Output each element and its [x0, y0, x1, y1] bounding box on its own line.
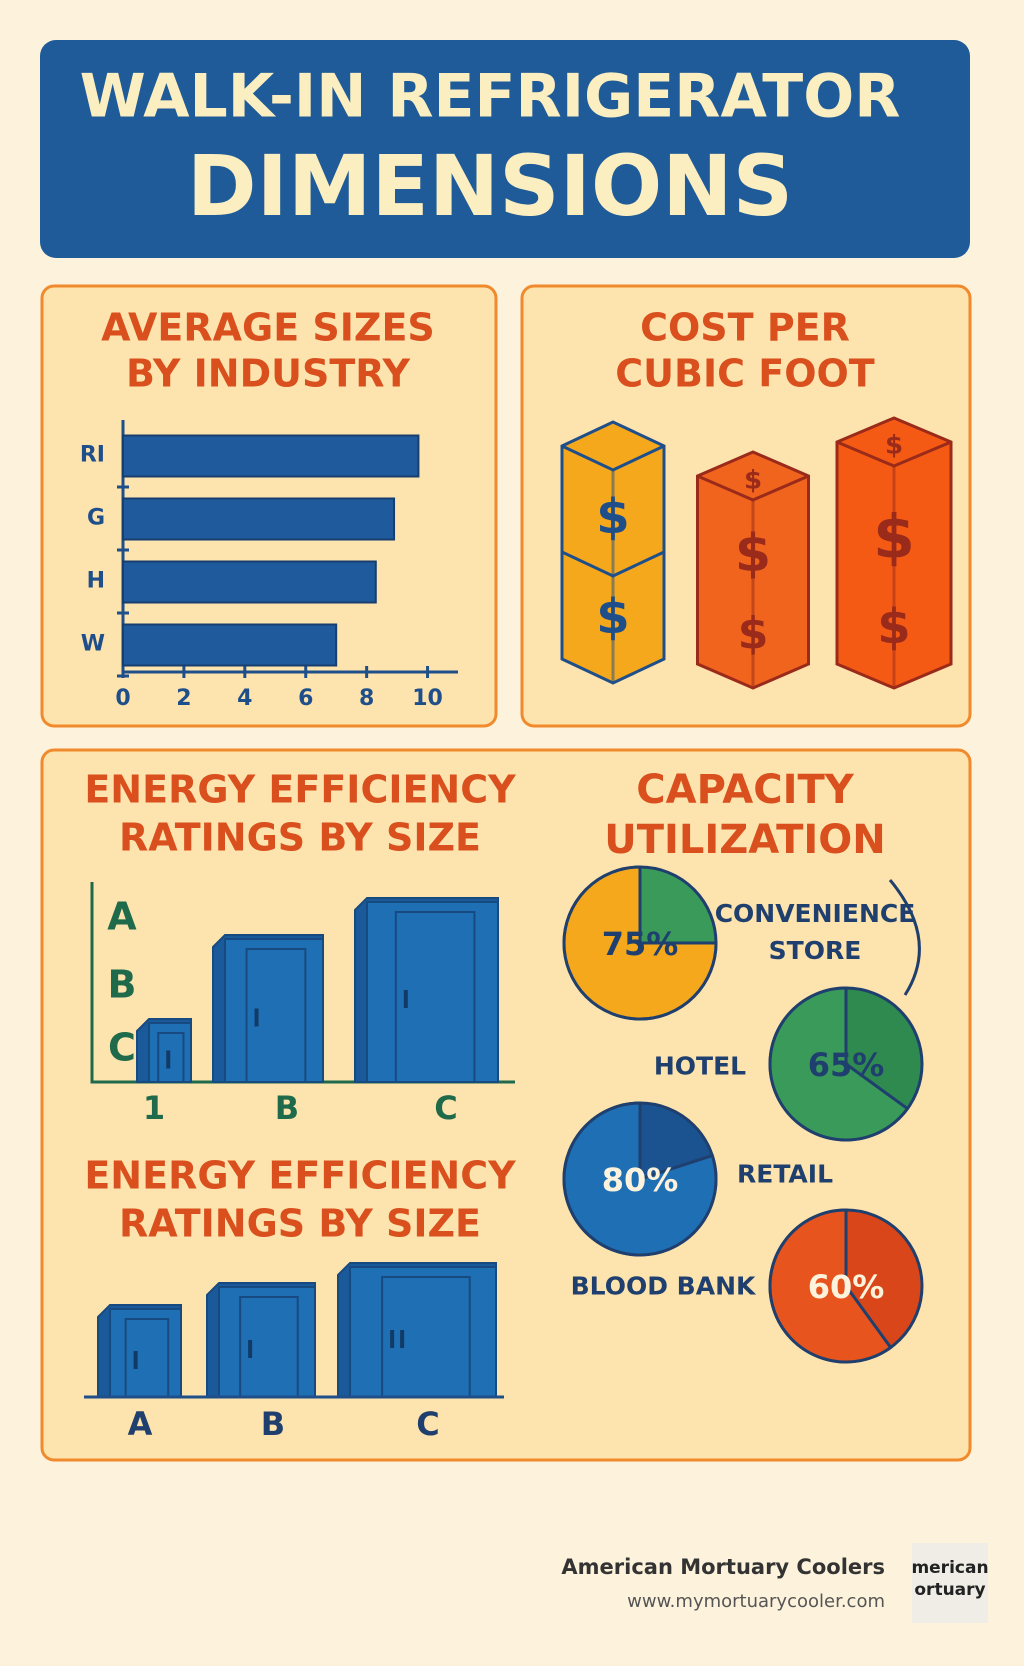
y-tick-label: W: [81, 632, 105, 657]
bar: [122, 560, 377, 604]
pie-slice: [562, 1101, 718, 1257]
x-tick-label: 8: [359, 686, 374, 711]
chart-title: UTILIZATION: [604, 817, 886, 863]
dollar-sign: $: [744, 466, 762, 496]
cooler-door: [394, 911, 476, 1083]
y-tick-label: A: [107, 895, 137, 939]
logo-text: ortuary: [914, 1580, 985, 1600]
cooler: [109, 1308, 182, 1398]
y-tick-label: RI: [80, 443, 105, 468]
x-tick-label: 6: [298, 686, 313, 711]
chart-title: CAPACITY: [636, 767, 854, 813]
header-box: [40, 40, 970, 258]
y-tick-label: G: [87, 506, 105, 531]
category-label: BLOOD BANK: [570, 1271, 756, 1301]
handle: [390, 1330, 395, 1348]
y-tick-label: B: [108, 963, 137, 1007]
chart-title: AVERAGE SIZES: [101, 306, 435, 350]
chart-title: ENERGY EFFICIENCY: [84, 768, 516, 812]
category-label: RETAIL: [736, 1159, 834, 1189]
data-label: 65%: [808, 1046, 885, 1084]
pie-slice: [768, 1208, 893, 1364]
dollar-sign: $: [738, 608, 769, 659]
title: DIMENSIONS: [187, 137, 793, 235]
handle: [248, 1340, 253, 1358]
handle: [254, 1008, 259, 1027]
category-label: CONVENIENCE STORE: [714, 899, 916, 965]
x-tick-label: C: [416, 1405, 439, 1443]
data-label: 60%: [808, 1268, 885, 1306]
x-tick-label: B: [261, 1405, 285, 1443]
chart-title: RATINGS BY SIZE: [119, 1202, 481, 1246]
logo-text: merican: [911, 1558, 988, 1578]
dollar-sign: $: [735, 524, 771, 584]
title: WALK-IN REFRIGERATOR: [80, 62, 901, 132]
prism-edge: [561, 550, 665, 578]
x-tick-label: 10: [412, 686, 443, 711]
handle: [166, 1050, 171, 1069]
x-tick-label: C: [434, 1089, 457, 1127]
cooler: [218, 1286, 316, 1398]
company: American Mortuary Coolers: [561, 1555, 885, 1579]
cooler-door: [157, 1032, 185, 1083]
panel-title: COST PER: [640, 306, 850, 350]
cooler: [349, 1266, 497, 1398]
handle: [133, 1351, 138, 1369]
bar: [122, 497, 396, 541]
url: www.mymortuarycooler.com: [627, 1591, 885, 1612]
cooler: [366, 901, 499, 1083]
cooler-door: [245, 948, 307, 1083]
logo: [912, 1543, 988, 1623]
bar: [122, 434, 420, 478]
dollar-sign: $: [877, 599, 910, 655]
chart-title: RATINGS BY SIZE: [119, 816, 481, 860]
category-label: HOTEL: [653, 1051, 747, 1081]
x-tick-label: B: [275, 1089, 299, 1127]
data-label: 80%: [602, 1161, 679, 1199]
dollar-sign: $: [596, 489, 629, 545]
bar: [122, 623, 338, 667]
x-tick-label: 0: [115, 686, 130, 711]
dollar-sign: $: [596, 589, 629, 645]
x-tick-label: A: [128, 1405, 153, 1443]
x-tick-label: 1: [143, 1089, 165, 1127]
x-tick-label: 4: [237, 686, 252, 711]
panel-title: CUBIC FOOT: [615, 352, 875, 396]
y-tick-label: H: [87, 569, 105, 594]
dollar-sign: $: [885, 431, 903, 461]
handle: [403, 990, 408, 1008]
chart-title: BY INDUSTRY: [126, 352, 410, 396]
y-tick-label: C: [108, 1026, 136, 1070]
cooler: [224, 938, 324, 1083]
pie-slice: [768, 986, 910, 1142]
handle: [400, 1330, 405, 1348]
data-label: 75%: [602, 925, 679, 963]
x-tick-label: 2: [176, 686, 191, 711]
chart-title: ENERGY EFFICIENCY: [84, 1154, 516, 1198]
connector: [888, 879, 921, 996]
pie-slice: [562, 865, 718, 1021]
dollar-sign: $: [873, 503, 915, 573]
